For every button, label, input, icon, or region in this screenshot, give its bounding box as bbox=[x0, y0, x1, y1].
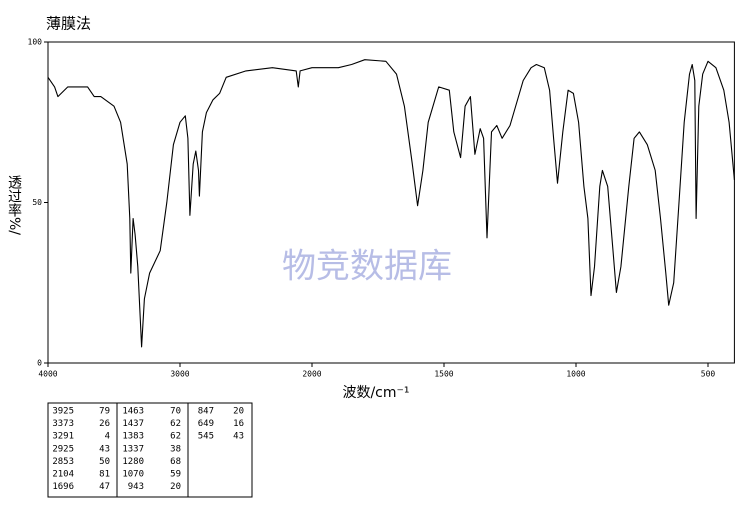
peak-wavenumber: 3373 bbox=[52, 419, 74, 429]
peak-transmittance: 47 bbox=[99, 482, 110, 492]
peak-transmittance: 70 bbox=[170, 407, 181, 417]
peak-wavenumber: 1696 bbox=[52, 482, 74, 492]
x-tick-label: 4000 bbox=[38, 370, 57, 379]
x-tick-label: 1500 bbox=[434, 370, 453, 379]
peak-transmittance: 68 bbox=[170, 457, 181, 467]
y-tick-label: 0 bbox=[37, 359, 42, 368]
x-tick-label: 2000 bbox=[302, 370, 321, 379]
chart-title: 薄膜法 bbox=[46, 15, 91, 33]
peak-transmittance: 59 bbox=[170, 470, 181, 480]
spectrum-line bbox=[47, 59, 735, 348]
peak-wavenumber: 1280 bbox=[122, 457, 144, 467]
peak-transmittance: 43 bbox=[99, 444, 110, 454]
peak-transmittance: 81 bbox=[99, 470, 110, 480]
peak-wavenumber: 1383 bbox=[122, 432, 144, 442]
peak-transmittance: 4 bbox=[105, 432, 110, 442]
peak-wavenumber: 1337 bbox=[122, 444, 144, 454]
peak-wavenumber: 1070 bbox=[122, 470, 144, 480]
peak-transmittance: 79 bbox=[99, 407, 110, 417]
peak-wavenumber: 2104 bbox=[52, 470, 74, 480]
watermark: 物竞数据库 bbox=[282, 247, 452, 287]
x-tick-label: 1000 bbox=[566, 370, 585, 379]
peak-wavenumber: 3291 bbox=[52, 432, 74, 442]
peak-transmittance: 43 bbox=[233, 432, 244, 442]
plot-frame bbox=[47, 41, 735, 364]
y-axis-label: 透过率%/ bbox=[6, 175, 22, 235]
peak-transmittance: 26 bbox=[99, 419, 110, 429]
peak-wavenumber: 943 bbox=[128, 482, 144, 492]
y-tick-label: 50 bbox=[32, 198, 42, 207]
peak-transmittance: 62 bbox=[170, 432, 181, 442]
peak-transmittance: 20 bbox=[233, 407, 244, 417]
peak-wavenumber: 649 bbox=[198, 419, 214, 429]
peak-transmittance: 16 bbox=[233, 419, 244, 429]
peak-transmittance: 20 bbox=[170, 482, 181, 492]
peak-transmittance: 38 bbox=[170, 444, 181, 454]
y-tick-label: 100 bbox=[28, 38, 43, 47]
peak-wavenumber: 1437 bbox=[122, 419, 144, 429]
x-tick-label: 3000 bbox=[170, 370, 189, 379]
peak-wavenumber: 2925 bbox=[52, 444, 74, 454]
peak-wavenumber: 2853 bbox=[52, 457, 74, 467]
peak-wavenumber: 847 bbox=[198, 407, 214, 417]
peak-transmittance: 62 bbox=[170, 419, 181, 429]
x-axis-label: 波数/cm⁻¹ bbox=[342, 385, 409, 401]
peak-wavenumber: 1463 bbox=[122, 407, 144, 417]
peak-table-frame bbox=[47, 402, 253, 498]
peak-transmittance: 50 bbox=[99, 457, 110, 467]
peak-wavenumber: 3925 bbox=[52, 407, 74, 417]
peak-wavenumber: 545 bbox=[198, 432, 214, 442]
x-tick-label: 500 bbox=[701, 370, 716, 379]
